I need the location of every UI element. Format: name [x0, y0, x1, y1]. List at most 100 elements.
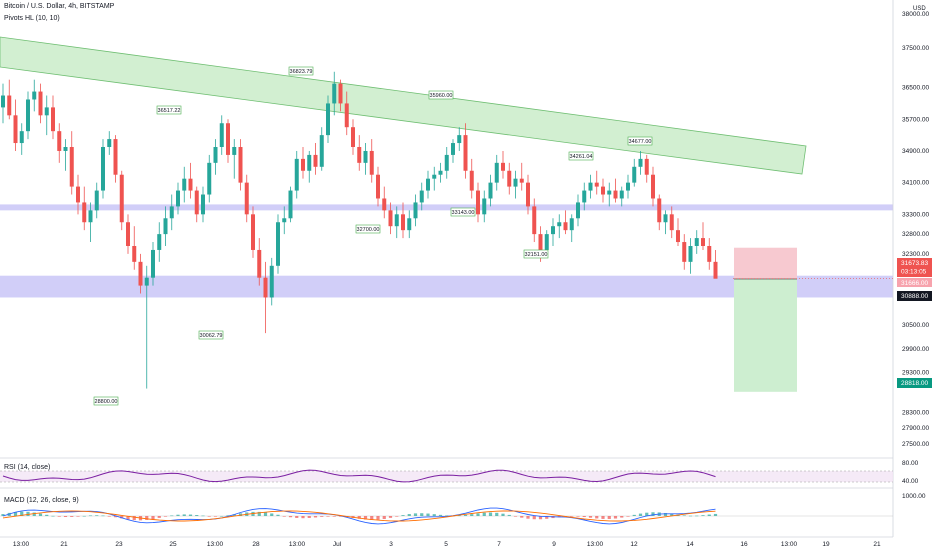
candle-body — [607, 190, 612, 195]
candle — [382, 186, 387, 219]
candle-body — [176, 190, 180, 207]
pivot-label: 34677.00 — [629, 139, 652, 145]
macd-histogram-bar — [282, 516, 286, 517]
macd-histogram-bar — [363, 516, 368, 520]
candle — [144, 265, 149, 389]
candle — [307, 150, 312, 183]
candle-body — [432, 174, 437, 179]
candle — [707, 238, 712, 270]
pivot-box — [93, 396, 119, 406]
price-axis-tick: 35700.00 — [902, 116, 929, 123]
candle-body — [113, 139, 118, 175]
candle — [357, 135, 362, 171]
candle-body — [144, 277, 149, 286]
candle-body — [57, 131, 62, 151]
macd-histogram-bar — [432, 514, 436, 516]
candle — [238, 139, 243, 191]
candle — [76, 174, 80, 215]
price-axis-tick: 27500.00 — [902, 441, 929, 448]
candle — [194, 186, 199, 223]
candle — [219, 115, 224, 155]
macd-histogram-bar — [526, 516, 530, 519]
candle — [469, 158, 474, 199]
candle — [626, 174, 630, 199]
macd-histogram-bar — [688, 515, 693, 517]
candle — [69, 131, 74, 195]
candle — [638, 150, 643, 175]
candle-body — [676, 230, 680, 243]
macd-histogram-bar — [151, 516, 155, 520]
macd-histogram-bar — [88, 515, 93, 517]
macd-histogram-bar — [45, 514, 49, 516]
candle-body — [126, 222, 130, 246]
candle — [463, 123, 468, 179]
macd-histogram-bar — [470, 514, 474, 516]
candle — [138, 253, 143, 294]
candle — [263, 261, 268, 334]
candle-body — [32, 91, 37, 100]
candle-body — [163, 218, 168, 235]
candle — [513, 170, 518, 199]
candle-body — [138, 261, 143, 286]
candle — [432, 166, 437, 191]
price-axis-tick: 29900.00 — [902, 346, 929, 353]
macd-histogram-bar — [301, 516, 305, 519]
candle — [169, 194, 174, 231]
time-axis-tick: 13:00 — [207, 541, 224, 548]
candle — [563, 210, 568, 235]
macd-histogram-bar — [13, 512, 18, 516]
macd-histogram-bar — [170, 515, 174, 517]
candle — [176, 182, 180, 215]
candle — [207, 154, 212, 203]
macd-histogram-bar — [157, 516, 161, 518]
candle-body — [544, 234, 549, 250]
macd-histogram-bar — [220, 515, 224, 517]
candle-body — [182, 178, 187, 191]
macd-histogram-bar — [176, 514, 180, 516]
candle-body — [157, 234, 162, 250]
macd-histogram-bar — [620, 516, 624, 518]
indicator-label: Pivots HL (10, 10) — [4, 15, 60, 22]
macd-histogram-bar — [270, 513, 274, 516]
macd-histogram-bar — [38, 513, 43, 516]
candle — [282, 206, 287, 235]
macd-histogram-bar — [707, 514, 711, 516]
price-axis-tick: 32300.00 — [902, 251, 929, 258]
candle-body — [594, 182, 599, 187]
macd-histogram-bar — [495, 512, 499, 516]
candle-body — [63, 147, 68, 151]
candle — [351, 119, 355, 155]
candle-body — [313, 154, 318, 167]
support-zone-2 — [0, 275, 893, 298]
candle — [588, 174, 593, 199]
candle-body — [663, 214, 668, 223]
chart-title: Bitcoin / U.S. Dollar, 4h, BITSTAMP — [4, 3, 115, 10]
macd-histogram-bar — [576, 516, 580, 517]
candle-body — [226, 123, 230, 155]
candle — [257, 238, 262, 286]
pivot-box — [627, 136, 653, 146]
macd-histogram-bar — [682, 515, 686, 517]
macd-histogram-bar — [513, 516, 518, 517]
candle — [101, 139, 105, 199]
candle-body — [394, 214, 399, 227]
macd-histogram-bar — [332, 516, 336, 517]
candle — [476, 182, 480, 223]
macd-histogram-bar — [57, 516, 61, 517]
candle — [276, 214, 280, 274]
candle — [213, 139, 218, 175]
candle — [244, 174, 249, 223]
time-axis-tick: 12 — [630, 541, 638, 548]
candle-body — [626, 182, 630, 191]
time-axis-tick: 25 — [169, 541, 177, 548]
candle-body — [257, 249, 262, 278]
candle-body — [482, 198, 487, 215]
candle-body — [469, 170, 474, 191]
candle-body — [69, 147, 74, 187]
macd-histogram-bar — [26, 511, 30, 516]
macd-histogram-bar — [501, 513, 505, 516]
pivot-label: 35960.00 — [430, 93, 453, 99]
candle-body — [101, 147, 105, 191]
macd-histogram-bar — [388, 516, 393, 518]
